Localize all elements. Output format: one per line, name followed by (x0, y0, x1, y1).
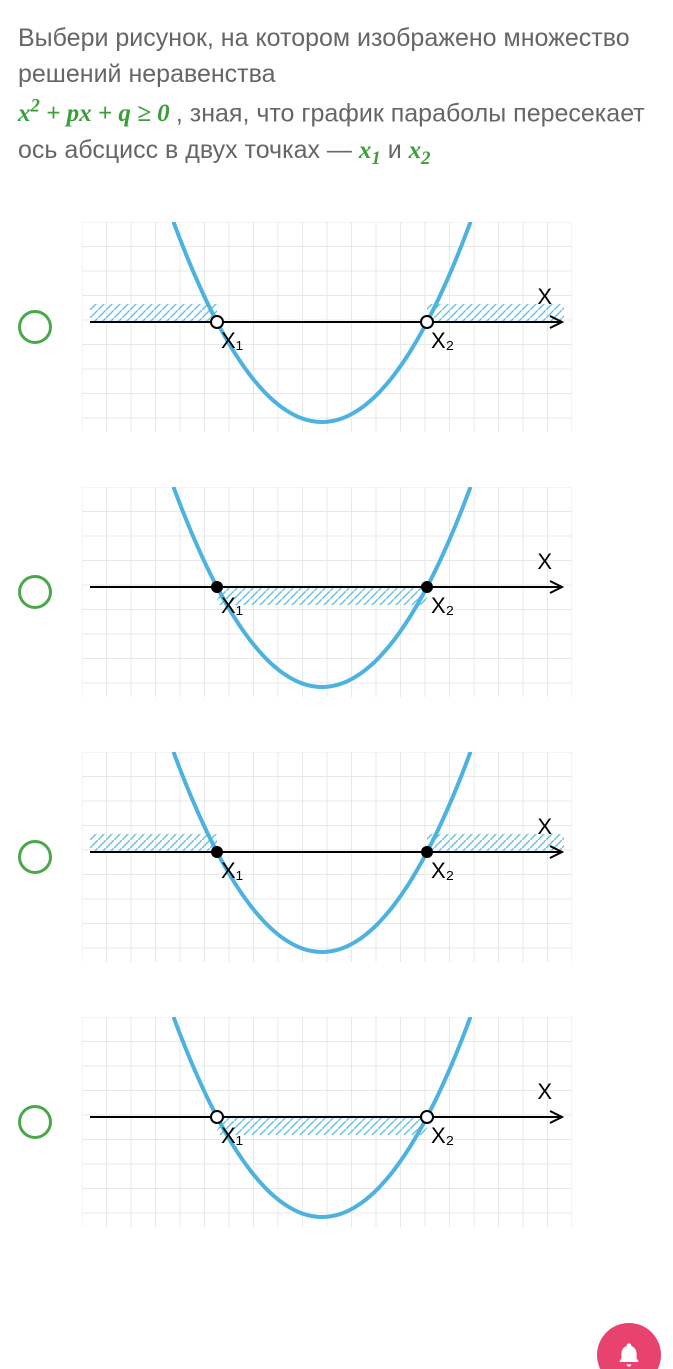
radio-button[interactable] (18, 1105, 52, 1139)
svg-text:X: X (537, 814, 552, 839)
parabola-chart: X₁ X₂ X (82, 487, 572, 697)
question-text: Выбери рисунок, на котором изображено мн… (18, 20, 655, 172)
var-x2: x2 (409, 137, 431, 164)
svg-text:X₂: X₂ (431, 328, 454, 353)
svg-text:X: X (537, 549, 552, 574)
q-line3-after: , зная, что график параболы (176, 99, 506, 127)
parabola-chart: X₁ X₂ X (82, 222, 572, 432)
option-row[interactable]: X₁ X₂ X (18, 752, 655, 962)
parabola-chart: X₁ X₂ X (82, 752, 572, 962)
var-x1: x1 (359, 137, 381, 164)
inequality-formula: x2 + px + q ≥ 0 (18, 100, 176, 127)
and-text: и (381, 136, 409, 164)
svg-text:X₂: X₂ (431, 1123, 454, 1148)
svg-text:X₁: X₁ (221, 858, 243, 883)
options-container: X₁ X₂ X X₁ X₂ X X₁ X₂ X X₁ X₂ X (18, 222, 655, 1227)
parabola-chart: X₁ X₂ X (82, 1017, 572, 1227)
svg-text:X: X (537, 1079, 552, 1104)
notification-button[interactable] (597, 1323, 661, 1369)
q-line1: Выбери рисунок, на котором изображено (18, 24, 497, 52)
option-row[interactable]: X₁ X₂ X (18, 1017, 655, 1227)
option-row[interactable]: X₁ X₂ X (18, 222, 655, 432)
svg-text:X₂: X₂ (431, 858, 454, 883)
radio-button[interactable] (18, 840, 52, 874)
svg-text:X: X (537, 284, 552, 309)
svg-text:X₁: X₁ (221, 1123, 243, 1148)
radio-button[interactable] (18, 575, 52, 609)
option-row[interactable]: X₁ X₂ X (18, 487, 655, 697)
svg-text:X₁: X₁ (221, 593, 243, 618)
radio-button[interactable] (18, 310, 52, 344)
svg-text:X₁: X₁ (221, 328, 243, 353)
bell-icon (615, 1341, 643, 1369)
svg-text:X₂: X₂ (431, 593, 454, 618)
